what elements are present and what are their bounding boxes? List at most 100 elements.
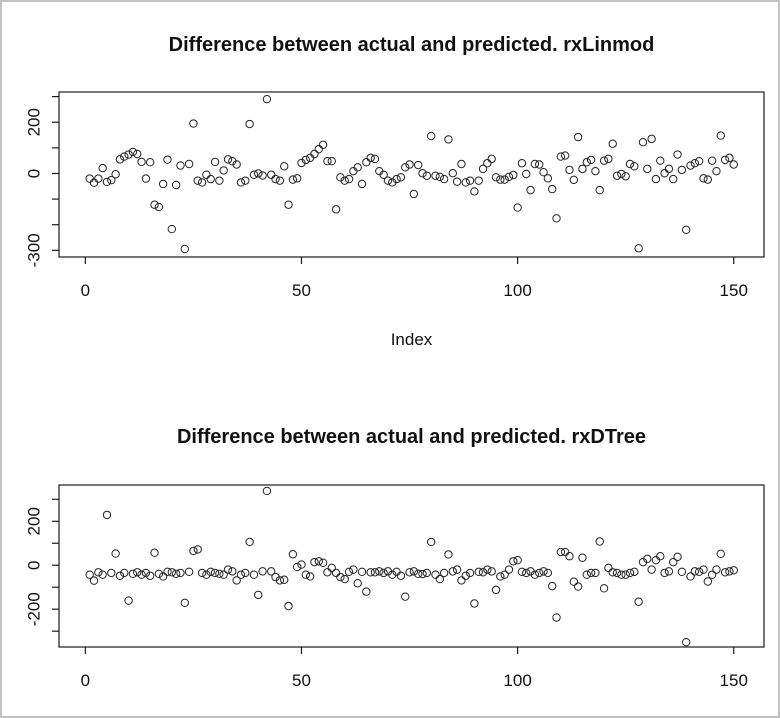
data-point (331, 568, 341, 578)
data-point (543, 174, 553, 183)
data-point (128, 569, 138, 579)
data-point (604, 563, 613, 573)
data-point (452, 565, 462, 574)
data-point (720, 568, 730, 577)
data-point (120, 152, 129, 161)
plot-title-rxdtree: Difference between actual and predicted.… (176, 426, 647, 448)
data-point (694, 156, 704, 166)
data-point (461, 178, 470, 187)
data-point (331, 205, 341, 214)
data-point (349, 565, 358, 574)
data-point (392, 174, 401, 184)
data-point (617, 169, 626, 179)
data-point (608, 568, 617, 577)
data-point (137, 157, 146, 167)
data-point (206, 174, 215, 184)
data-point (219, 570, 228, 579)
data-point (725, 567, 734, 576)
data-point (487, 567, 496, 576)
data-point (176, 161, 185, 170)
data-point (586, 155, 596, 165)
data-point (669, 557, 678, 567)
data-point (85, 570, 94, 579)
data-point (409, 189, 419, 199)
data-point (565, 552, 574, 561)
data-point (176, 568, 185, 578)
data-point (357, 567, 367, 577)
data-point (292, 174, 302, 183)
data-point (651, 174, 661, 184)
data-point (656, 156, 665, 165)
data-point (189, 119, 198, 128)
data-point (547, 184, 557, 194)
data-point (401, 592, 410, 601)
data-point (323, 156, 332, 166)
data-point (487, 154, 496, 164)
data-point (660, 169, 669, 178)
data-point (305, 572, 315, 581)
data-point (673, 150, 682, 159)
data-point (167, 568, 177, 577)
data-point (647, 134, 656, 144)
data-point (146, 571, 155, 580)
data-point (513, 555, 522, 565)
data-point (634, 244, 643, 253)
data-point (344, 567, 354, 577)
data-point (582, 158, 591, 167)
data-point (167, 224, 177, 234)
data-point (280, 162, 289, 171)
data-point (349, 166, 358, 176)
data-point (686, 572, 695, 581)
data-point (163, 567, 172, 577)
data-point (362, 587, 371, 596)
data-point (552, 613, 561, 622)
data-point (197, 568, 207, 578)
data-point (193, 545, 202, 554)
data-point (85, 174, 94, 183)
data-point (729, 566, 738, 575)
data-point (193, 176, 202, 185)
data-point (444, 135, 453, 144)
data-point (500, 175, 509, 184)
data-point (262, 486, 272, 496)
data-point (552, 214, 561, 223)
data-point (210, 157, 220, 167)
data-point (94, 174, 103, 183)
data-point (664, 567, 674, 576)
data-point (431, 570, 440, 579)
data-point (89, 178, 99, 187)
data-point (712, 166, 721, 176)
data-point (236, 570, 246, 579)
x-tick-label: 100 (503, 671, 531, 690)
data-point (664, 164, 674, 174)
data-point (202, 570, 211, 579)
data-point (703, 577, 713, 586)
data-point (431, 171, 440, 180)
data-point (651, 555, 661, 565)
data-point (232, 160, 241, 169)
data-point (660, 568, 669, 578)
data-point (573, 582, 583, 591)
data-point (448, 567, 457, 576)
data-point (621, 570, 630, 579)
data-point (396, 571, 406, 580)
data-point (171, 569, 181, 579)
data-point (102, 510, 112, 520)
data-point (703, 175, 713, 184)
data-point (556, 152, 566, 161)
data-point (643, 164, 652, 174)
data-point (656, 552, 665, 561)
data-point (522, 568, 531, 578)
data-point (478, 568, 488, 577)
data-point (413, 160, 423, 170)
data-point (370, 568, 380, 577)
x-tick-label: 0 (81, 671, 90, 690)
data-point (236, 178, 246, 187)
data-point (716, 549, 725, 559)
data-point (115, 155, 125, 164)
data-point (539, 567, 548, 576)
data-point (699, 565, 708, 574)
data-point (522, 169, 531, 179)
data-point (612, 568, 622, 578)
